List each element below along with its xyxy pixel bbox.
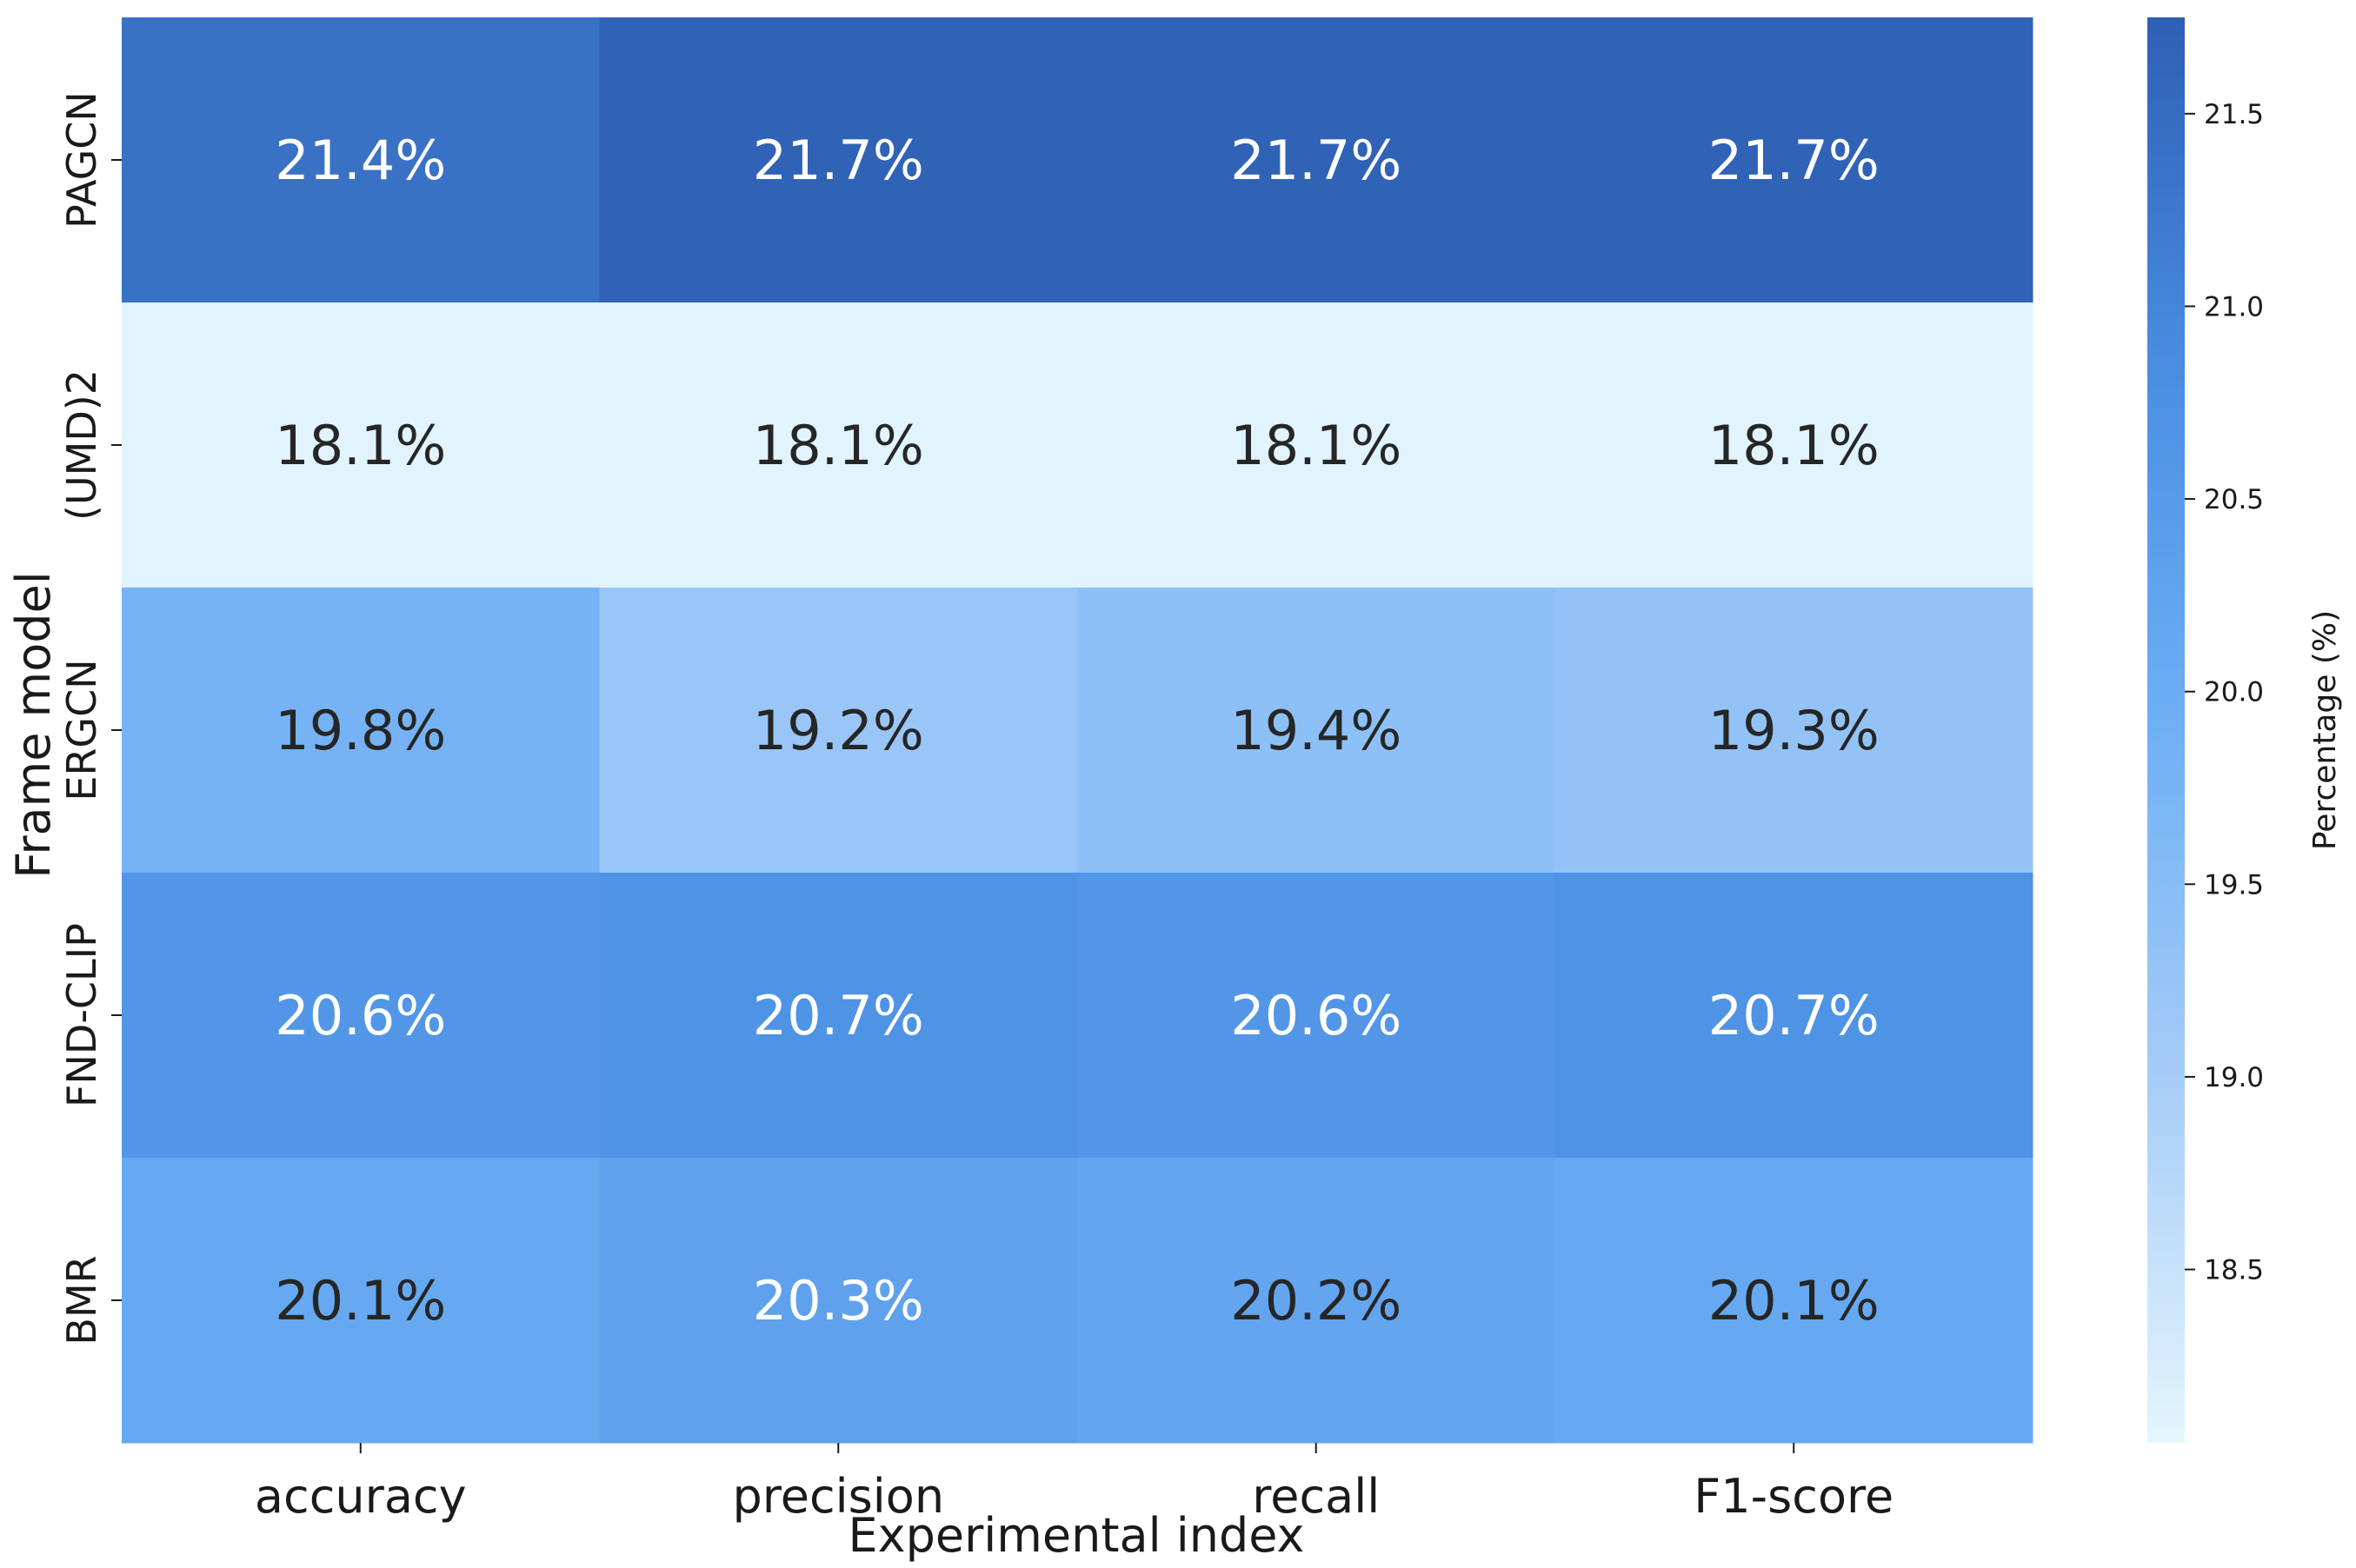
cell-value-label: 20.1% — [1708, 1269, 1880, 1332]
heatmap-cell — [1077, 873, 1555, 1159]
heatmap-cell — [1077, 588, 1555, 874]
heatmap-cell — [122, 873, 600, 1159]
y-tick-label: BMR — [58, 1255, 105, 1345]
cell-value-label: 18.1% — [1708, 414, 1880, 477]
colorbar-tick-label: 20.5 — [2204, 484, 2264, 515]
cell-value-label: 20.1% — [275, 1269, 446, 1332]
colorbar — [2147, 17, 2185, 1443]
x-tick-label: F1-score — [1694, 1469, 1893, 1524]
heatmap-cell — [1554, 17, 2033, 303]
cell-value-label: 20.3% — [753, 1269, 924, 1332]
colorbar-ticks: 18.5 19.0 19.5 20.0 20.5 21.0 21.5 — [2185, 99, 2264, 1286]
y-tick-label: (UMD)2 — [58, 369, 105, 521]
heatmap-cell — [599, 302, 1078, 588]
cell-value-label: 19.2% — [753, 699, 924, 762]
cell-value-label: 20.2% — [1230, 1269, 1401, 1332]
y-axis-ticks: PAGCN (UMD)2 ERGCN FND-CLIP BMR — [58, 91, 122, 1345]
cell-value-label: 21.7% — [753, 129, 924, 192]
heatmap-cells — [122, 17, 2033, 1444]
x-tick-label: precision — [732, 1469, 944, 1524]
heatmap-cell — [1077, 17, 1555, 303]
heatmap-cell — [122, 302, 600, 588]
heatmap-cell — [599, 17, 1078, 303]
heatmap-cell — [599, 1158, 1078, 1444]
cell-value-label: 21.7% — [1230, 129, 1401, 192]
cell-value-label: 19.4% — [1230, 699, 1401, 762]
y-tick-label: ERGCN — [58, 659, 105, 801]
x-tick-label: recall — [1252, 1469, 1380, 1524]
cell-value-label: 21.7% — [1708, 129, 1880, 192]
heatmap-cell — [599, 873, 1078, 1159]
cell-value-label: 20.6% — [1230, 984, 1401, 1047]
heatmap-cell-labels: 21.4% 21.7% 21.7% 21.7% 18.1% 18.1% 18.1% 18.1%… — [275, 129, 1879, 1332]
colorbar-tick-label: 19.5 — [2204, 869, 2264, 900]
x-axis-ticks: accuracy precision recall F1-score — [255, 1443, 1893, 1524]
cell-value-label: 19.8% — [275, 699, 446, 762]
heatmap-cell — [1077, 302, 1555, 588]
heatmap-cell — [1554, 588, 2033, 874]
cell-value-label: 18.1% — [1230, 414, 1401, 477]
x-tick-label: accuracy — [255, 1469, 467, 1524]
colorbar-tick-label: 18.5 — [2204, 1255, 2264, 1286]
heatmap-cell — [599, 588, 1078, 874]
colorbar-tick-label: 21.5 — [2204, 99, 2264, 130]
heatmap-cell — [122, 17, 600, 303]
heatmap-cell — [122, 1158, 600, 1444]
colorbar-tick-label: 21.0 — [2204, 291, 2264, 322]
colorbar-title: Percentage (%) — [2307, 610, 2343, 850]
cell-value-label: 20.6% — [275, 984, 446, 1047]
cell-value-label: 20.7% — [753, 984, 924, 1047]
cell-value-label: 20.7% — [1708, 984, 1880, 1047]
y-tick-label: FND-CLIP — [58, 923, 105, 1107]
y-axis-title: Frame model — [6, 571, 61, 879]
cell-value-label: 18.1% — [275, 414, 446, 477]
heatmap-cell — [1077, 1158, 1555, 1444]
x-axis-title: Experimental index — [849, 1508, 1305, 1563]
colorbar-tick-label: 20.0 — [2204, 677, 2264, 708]
colorbar-tick-label: 19.0 — [2204, 1062, 2264, 1093]
heatmap-cell — [1554, 302, 2033, 588]
y-tick-label: PAGCN — [58, 91, 105, 229]
heatmap-cell — [1554, 1158, 2033, 1444]
heatmap-cell — [122, 588, 600, 874]
cell-value-label: 18.1% — [753, 414, 924, 477]
cell-value-label: 21.4% — [275, 129, 446, 192]
cell-value-label: 19.3% — [1708, 699, 1880, 762]
heatmap-cell — [1554, 873, 2033, 1159]
